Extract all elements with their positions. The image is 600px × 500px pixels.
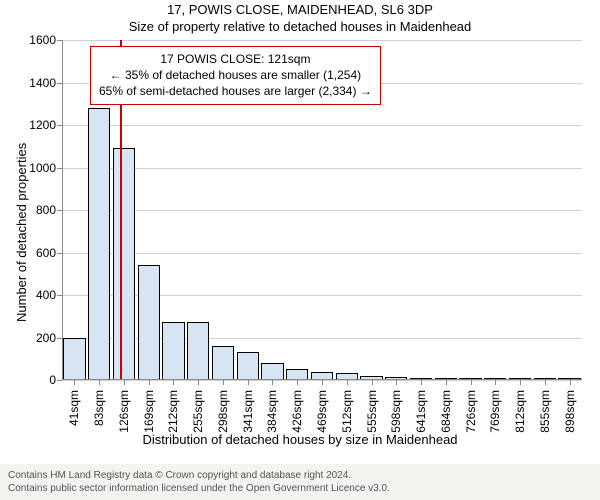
x-tick-mark	[74, 380, 75, 385]
y-tick-label: 1200	[29, 118, 62, 132]
x-tick-label: 41sqm	[67, 386, 81, 426]
histogram-bar	[212, 346, 234, 380]
x-tick-mark	[322, 380, 323, 385]
x-tick-mark	[223, 380, 224, 385]
y-tick-label: 800	[36, 203, 62, 217]
x-tick-label: 512sqm	[340, 386, 354, 433]
x-tick-mark	[446, 380, 447, 385]
x-axis-label: Distribution of detached houses by size …	[0, 432, 600, 447]
page-subtitle: Size of property relative to detached ho…	[0, 19, 600, 34]
gridline	[62, 125, 582, 126]
x-tick-label: 126sqm	[117, 386, 131, 433]
legend-line: 65% of semi-detached houses are larger (…	[99, 83, 372, 99]
x-tick-label: 212sqm	[166, 386, 180, 433]
y-tick-label: 600	[36, 246, 62, 260]
y-tick-label: 1400	[29, 76, 62, 90]
histogram-plot: 0200400600800100012001400160041sqm83sqm1…	[62, 40, 582, 380]
y-tick-label: 1600	[29, 33, 62, 47]
x-tick-mark	[297, 380, 298, 385]
x-tick-mark	[495, 380, 496, 385]
histogram-bar	[261, 363, 283, 380]
x-tick-mark	[372, 380, 373, 385]
page-title: 17, POWIS CLOSE, MAIDENHEAD, SL6 3DP	[0, 2, 600, 17]
x-tick-mark	[471, 380, 472, 385]
histogram-bar	[138, 265, 160, 380]
x-tick-label: 426sqm	[290, 386, 304, 433]
x-tick-label: 855sqm	[538, 386, 552, 433]
histogram-bar	[88, 108, 110, 380]
x-tick-label: 384sqm	[265, 386, 279, 433]
y-tick-label: 0	[49, 373, 62, 387]
y-tick-label: 400	[36, 288, 62, 302]
histogram-bar	[237, 352, 259, 380]
x-tick-mark	[272, 380, 273, 385]
y-axis-label: Number of detached properties	[14, 143, 29, 322]
histogram-bar	[113, 148, 135, 380]
x-tick-label: 83sqm	[92, 386, 106, 426]
x-tick-mark	[198, 380, 199, 385]
x-tick-label: 255sqm	[191, 386, 205, 433]
x-tick-mark	[149, 380, 150, 385]
x-tick-mark	[545, 380, 546, 385]
x-tick-label: 726sqm	[464, 386, 478, 433]
gridline	[62, 210, 582, 211]
footer-line: Contains HM Land Registry data © Crown c…	[8, 469, 592, 482]
x-tick-mark	[124, 380, 125, 385]
footer-line: Contains public sector information licen…	[8, 482, 592, 495]
x-tick-mark	[570, 380, 571, 385]
legend-line: ← 35% of detached houses are smaller (1,…	[99, 67, 372, 83]
x-tick-label: 169sqm	[142, 386, 156, 433]
x-tick-label: 641sqm	[414, 386, 428, 433]
y-axis-line	[62, 40, 63, 380]
histogram-bar	[162, 322, 184, 380]
attribution-footer: Contains HM Land Registry data © Crown c…	[0, 464, 600, 500]
x-tick-mark	[248, 380, 249, 385]
legend-box: 17 POWIS CLOSE: 121sqm← 35% of detached …	[90, 46, 381, 105]
x-tick-mark	[173, 380, 174, 385]
gridline	[62, 168, 582, 169]
x-tick-label: 469sqm	[315, 386, 329, 433]
x-tick-mark	[99, 380, 100, 385]
gridline	[62, 253, 582, 254]
x-tick-label: 341sqm	[241, 386, 255, 433]
x-tick-label: 555sqm	[365, 386, 379, 433]
x-tick-label: 812sqm	[513, 386, 527, 433]
histogram-bar	[187, 322, 209, 380]
x-tick-mark	[396, 380, 397, 385]
x-tick-mark	[520, 380, 521, 385]
histogram-bar	[63, 338, 85, 381]
x-tick-label: 769sqm	[488, 386, 502, 433]
x-tick-label: 298sqm	[216, 386, 230, 433]
x-tick-label: 598sqm	[389, 386, 403, 433]
y-tick-label: 1000	[29, 161, 62, 175]
x-tick-label: 898sqm	[563, 386, 577, 433]
x-tick-mark	[421, 380, 422, 385]
x-tick-mark	[347, 380, 348, 385]
legend-line: 17 POWIS CLOSE: 121sqm	[99, 51, 372, 67]
gridline	[62, 40, 582, 41]
x-tick-label: 684sqm	[439, 386, 453, 433]
chart-container: { "header": { "address": "17, POWIS CLOS…	[0, 0, 600, 500]
y-tick-label: 200	[36, 331, 62, 345]
